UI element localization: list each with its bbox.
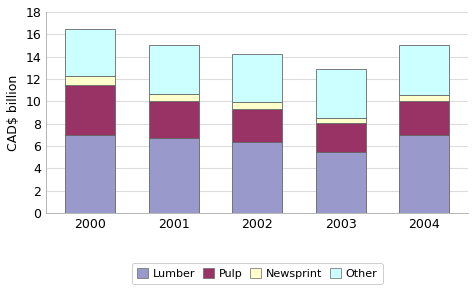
- Bar: [66, 29, 115, 76]
- Bar: [399, 135, 449, 213]
- Bar: [232, 54, 282, 102]
- Bar: [66, 85, 115, 135]
- Bar: [399, 95, 449, 101]
- Bar: [149, 101, 199, 138]
- Y-axis label: CAD$ billion: CAD$ billion: [7, 74, 20, 151]
- Bar: [232, 102, 282, 109]
- Bar: [232, 109, 282, 141]
- Bar: [399, 101, 449, 135]
- Bar: [66, 76, 115, 85]
- Bar: [315, 69, 366, 118]
- Bar: [149, 94, 199, 101]
- Bar: [315, 123, 366, 152]
- Bar: [66, 135, 115, 213]
- Bar: [315, 118, 366, 123]
- Legend: Lumber, Pulp, Newsprint, Other: Lumber, Pulp, Newsprint, Other: [132, 263, 383, 284]
- Bar: [399, 46, 449, 95]
- Bar: [149, 46, 199, 94]
- Bar: [315, 152, 366, 213]
- Bar: [149, 138, 199, 213]
- Bar: [232, 141, 282, 213]
